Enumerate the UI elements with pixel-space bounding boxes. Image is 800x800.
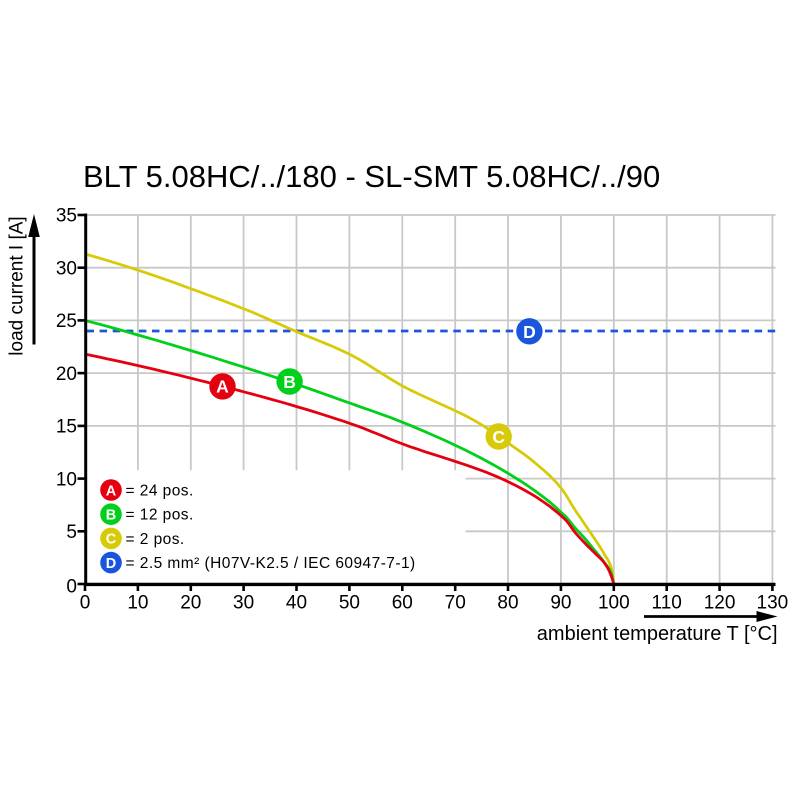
svg-text:C: C: [492, 427, 505, 447]
svg-text:= 2.5 mm² (H07V-K2.5 / IEC 609: = 2.5 mm² (H07V-K2.5 / IEC 60947-7-1): [126, 555, 416, 572]
svg-text:= 12 pos.: = 12 pos.: [126, 507, 194, 524]
svg-text:25: 25: [56, 311, 77, 332]
svg-text:C: C: [106, 532, 117, 548]
svg-text:15: 15: [56, 417, 77, 438]
svg-text:A: A: [106, 483, 117, 499]
svg-text:20: 20: [56, 364, 77, 385]
svg-text:0: 0: [66, 577, 77, 598]
svg-text:10: 10: [56, 469, 77, 490]
svg-text:80: 80: [497, 593, 518, 614]
svg-text:A: A: [216, 377, 229, 397]
svg-text:100: 100: [598, 593, 630, 614]
svg-text:130: 130: [757, 593, 789, 614]
svg-text:5: 5: [66, 522, 77, 543]
svg-text:B: B: [283, 372, 296, 392]
svg-text:load current I [A]: load current I [A]: [7, 216, 28, 355]
svg-text:20: 20: [180, 593, 201, 614]
svg-text:110: 110: [652, 593, 682, 614]
svg-text:120: 120: [704, 593, 736, 614]
svg-text:70: 70: [445, 593, 466, 614]
svg-text:= 2 pos.: = 2 pos.: [126, 531, 185, 548]
svg-text:D: D: [523, 322, 536, 342]
svg-text:D: D: [106, 556, 116, 572]
svg-text:30: 30: [56, 258, 77, 279]
svg-text:B: B: [106, 508, 116, 524]
svg-text:50: 50: [339, 593, 360, 614]
svg-text:= 24 pos.: = 24 pos.: [126, 483, 194, 500]
svg-text:ambient temperature T [°C]: ambient temperature T [°C]: [537, 623, 778, 645]
svg-text:0: 0: [80, 593, 91, 614]
svg-text:90: 90: [550, 593, 571, 614]
svg-text:60: 60: [392, 593, 413, 614]
svg-text:BLT 5.08HC/../180 - SL-SMT 5.0: BLT 5.08HC/../180 - SL-SMT 5.08HC/../90: [83, 159, 660, 194]
svg-text:10: 10: [127, 593, 148, 614]
svg-text:35: 35: [56, 206, 77, 227]
svg-text:40: 40: [286, 593, 307, 614]
svg-text:30: 30: [233, 593, 254, 614]
